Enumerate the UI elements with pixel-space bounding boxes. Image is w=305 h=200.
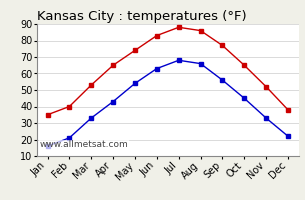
Text: Kansas City : temperatures (°F): Kansas City : temperatures (°F)	[37, 10, 246, 23]
Text: www.allmetsat.com: www.allmetsat.com	[39, 140, 128, 149]
